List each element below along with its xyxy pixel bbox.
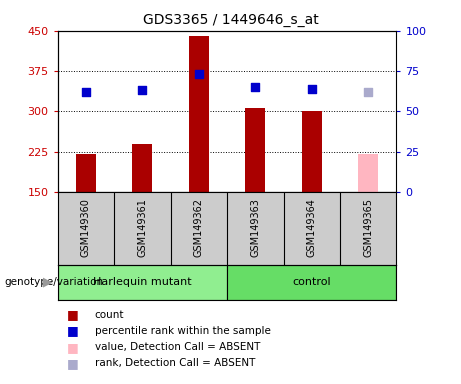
Text: ■: ■ [67,324,78,338]
Bar [227,265,396,300]
Text: GDS3365 / 1449646_s_at: GDS3365 / 1449646_s_at [142,13,319,27]
Bar [302,111,322,192]
Bar [132,144,152,192]
Text: percentile rank within the sample: percentile rank within the sample [95,326,271,336]
Point [139,87,146,93]
Text: ■: ■ [67,308,78,321]
Text: rank, Detection Call = ABSENT: rank, Detection Call = ABSENT [95,358,255,368]
Text: value, Detection Call = ABSENT: value, Detection Call = ABSENT [95,342,260,352]
Text: genotype/variation: genotype/variation [5,277,104,287]
Point [82,89,89,95]
Bar [76,154,96,192]
Text: GSM149362: GSM149362 [194,198,204,257]
Bar [245,108,265,192]
Text: GSM149364: GSM149364 [307,198,317,257]
Text: ■: ■ [67,357,78,370]
Point [252,84,259,90]
Text: control: control [292,277,331,287]
Point [195,71,202,77]
Point [308,86,315,92]
Text: count: count [95,310,124,320]
Text: GSM149360: GSM149360 [81,198,91,257]
Text: GSM149365: GSM149365 [363,198,373,257]
Point [365,89,372,95]
Text: ▶: ▶ [43,276,53,289]
Bar [358,154,378,192]
Bar [189,36,209,192]
Text: Harlequin mutant: Harlequin mutant [93,277,192,287]
Text: GSM149363: GSM149363 [250,198,260,257]
Bar [58,265,227,300]
Text: GSM149361: GSM149361 [137,198,148,257]
Text: ■: ■ [67,341,78,354]
